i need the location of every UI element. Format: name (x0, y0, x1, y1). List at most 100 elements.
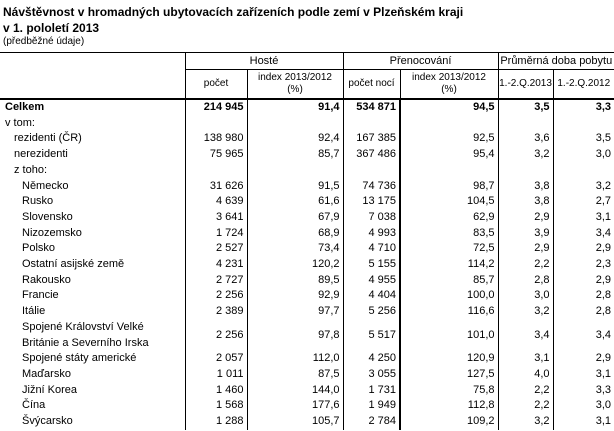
cell-value: 97,8 (247, 319, 344, 352)
cell-value (185, 115, 248, 132)
cell-value: 92,9 (247, 288, 344, 305)
cell-value: 1 724 (185, 225, 248, 242)
table-row: v tom: (0, 115, 614, 132)
row-label: Rakousko (0, 272, 186, 289)
row-label: rezidenti (ČR) (0, 131, 186, 148)
row-label: Ostatní asijské země (0, 257, 186, 273)
cell-value: 2 727 (185, 272, 248, 289)
cell-value: 112,0 (247, 351, 344, 367)
cell-value: 94,5 (400, 99, 499, 116)
row-label: Švýcarsko (0, 414, 186, 430)
cell-value: 3,5 (498, 99, 554, 116)
table-row: Nizozemsko 1 724 68,9 4 993 83,5 3,9 3,4 (0, 225, 614, 242)
cell-value: 73,4 (247, 241, 344, 258)
table-row: Celkem 214 945 91,4 534 871 94,5 3,5 3,3 (0, 99, 614, 116)
cell-value: 2,2 (498, 382, 554, 399)
cell-value: 367 486 (343, 147, 401, 163)
cell-value: 3,3 (595, 101, 612, 113)
column-header-q2012: 1.-2.Q.2012 (552, 69, 614, 100)
cell-value: 68,9 (247, 225, 344, 242)
cell-value (400, 115, 499, 132)
cell-value: 3,0 (595, 399, 612, 412)
cell-value: 3,8 (498, 178, 554, 195)
row-label: Rusko (0, 194, 186, 210)
cell-value (247, 162, 344, 179)
cell-value: 5 256 (343, 304, 401, 320)
cell-value: 112,8 (400, 398, 499, 415)
cell-value (498, 115, 554, 132)
table-row: Ostatní asijské země 4 231 120,2 5 155 114,2… (0, 257, 614, 273)
title-block: Návštěvnost v hromadných ubytovacích zař… (0, 0, 614, 48)
row-label: Nizozemsko (0, 225, 186, 242)
column-header-index-nights: index 2013/2012 (%) (399, 69, 499, 100)
cell-value: 3,2 (498, 414, 554, 430)
cell-value: 72,5 (400, 241, 499, 258)
table-row: Slovensko 3 641 67,9 7 038 62,9 2,9 3,1 (0, 209, 614, 226)
row-label: Polsko (0, 241, 186, 258)
cell-value: 3,2 (498, 147, 554, 163)
cell-value: 214 945 (185, 99, 248, 116)
table-row: nerezidenti 75 965 85,7 367 486 95,4 3,2 3,0 (0, 147, 614, 163)
cell-value: 534 871 (343, 99, 401, 116)
cell-value: 3,0 (595, 148, 612, 161)
row-label: Celkem (0, 99, 186, 116)
table-row: Francie 2 256 92,9 4 404 100,0 3,0 2,8 (0, 288, 614, 305)
column-header-q2013: 1.-2.Q.2013 (497, 69, 554, 100)
cell-value (343, 115, 401, 132)
table-row: Polsko 2 527 73,4 4 710 72,5 2,9 2,9 (0, 241, 614, 258)
cell-value: 3,0 (498, 288, 554, 305)
cell-value: 120,9 (400, 351, 499, 367)
cell-value: 2,8 (595, 289, 612, 302)
cell-value: 2,9 (595, 352, 612, 365)
cell-value: 120,2 (247, 257, 344, 273)
cell-value: 4 404 (343, 288, 401, 305)
cell-value: 109,2 (400, 414, 499, 430)
cell-value: 74 736 (343, 178, 401, 195)
table-body: Celkem 214 945 91,4 534 871 94,5 3,5 3,3 v tom:… (0, 99, 614, 430)
cell-value: 3 055 (343, 366, 401, 383)
cell-value: 177,6 (247, 398, 344, 415)
table-row: Jižní Korea 1 460 144,0 1 731 75,8 2,2 3,3 (0, 382, 614, 399)
row-label: Maďarsko (0, 366, 186, 383)
cell-value: 2,8 (498, 272, 554, 289)
cell-value: 67,9 (247, 209, 344, 226)
cell-value: 3 641 (185, 209, 248, 226)
cell-value: 2,9 (595, 242, 612, 255)
cell-value: 2,9 (595, 273, 612, 286)
cell-value: 2,3 (595, 258, 612, 271)
cell-value: 2 057 (185, 351, 248, 367)
cell-value: 3,2 (595, 179, 612, 192)
cell-value: 92,4 (247, 131, 344, 148)
cell-value: 89,5 (247, 272, 344, 289)
cell-value: 95,4 (400, 147, 499, 163)
cell-value: 104,5 (400, 194, 499, 210)
cell-value: 101,0 (400, 319, 499, 352)
group-header-average-stay: Průměrná doba pobytu (497, 52, 614, 70)
cell-value: 127,5 (400, 366, 499, 383)
cell-value: 2,9 (498, 209, 554, 226)
row-label: Francie (0, 288, 186, 305)
cell-value: 5 155 (343, 257, 401, 273)
cell-value: 1 011 (185, 366, 248, 383)
cell-value: 83,5 (400, 225, 499, 242)
cell-value: 3,1 (595, 210, 612, 223)
cell-value: 2 527 (185, 241, 248, 258)
cell-value: 4,0 (498, 366, 554, 383)
cell-value (553, 116, 614, 132)
cell-value: 75 965 (185, 147, 248, 163)
table-row: Maďarsko 1 011 87,5 3 055 127,5 4,0 3,1 (0, 366, 614, 383)
row-label: nerezidenti (0, 147, 186, 163)
cell-value: 98,7 (400, 178, 499, 195)
cell-value: 1 460 (185, 382, 248, 399)
row-label: Německo (0, 178, 186, 195)
cell-value: 13 175 (343, 194, 401, 210)
cell-value: 2 389 (185, 304, 248, 320)
cell-value: 2,7 (595, 195, 612, 208)
cell-value: 2 256 (185, 319, 248, 352)
cell-value (343, 162, 401, 179)
row-label: Čína (0, 398, 186, 415)
row-label: z toho: (0, 162, 186, 179)
cell-value: 91,5 (247, 178, 344, 195)
table-row: z toho: (0, 162, 614, 179)
page-title-period: v 1. pololetí 2013 (3, 21, 100, 35)
